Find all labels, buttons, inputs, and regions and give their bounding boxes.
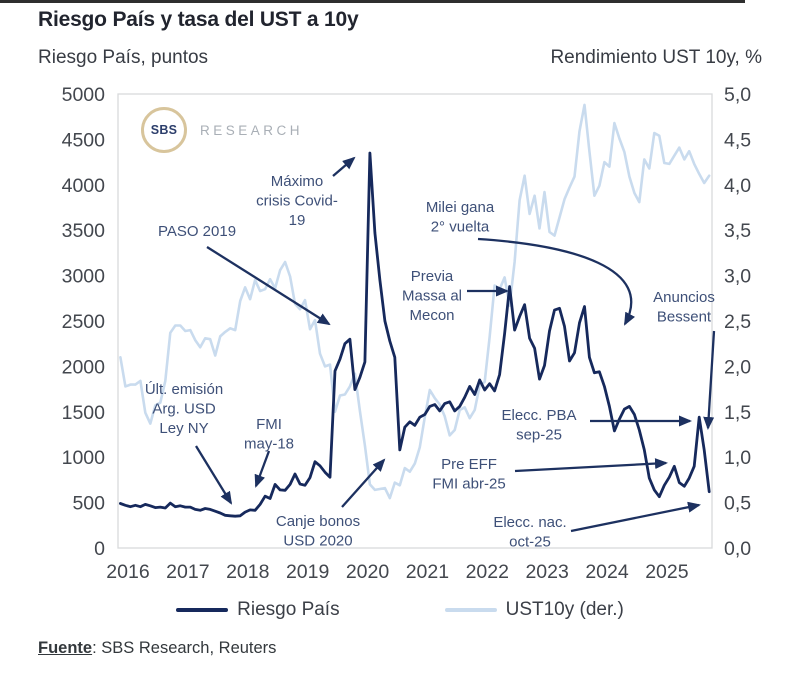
pre-eff-label: Pre EFF xyxy=(441,456,497,473)
y-left-tick-label: 500 xyxy=(72,493,105,515)
chart-legend: Riesgo País UST10y (der.) xyxy=(0,599,800,621)
ust10y-line xyxy=(119,103,711,500)
ult-emision-label: Ley NY xyxy=(159,420,208,437)
x-tick-label: 2019 xyxy=(286,561,329,583)
y-left-tick-label: 5000 xyxy=(62,84,106,106)
milei-gana-arrow xyxy=(477,237,636,326)
maximo-covid-arrow xyxy=(332,156,356,177)
elecc-nac-arrow xyxy=(570,501,701,533)
axis-titles-row: Riesgo País, puntos Rendimiento UST 10y,… xyxy=(38,47,762,69)
source-text: : SBS Research, Reuters xyxy=(92,639,277,657)
page-title: Riesgo País y tasa del UST a 10y xyxy=(38,8,359,31)
pre-eff-arrow xyxy=(514,458,668,473)
x-tick-label: 2023 xyxy=(525,561,568,583)
y-right-tick-label: 3,0 xyxy=(724,266,751,288)
left-axis-title: Riesgo País, puntos xyxy=(38,47,209,68)
legend-label-ust10y: UST10y (der.) xyxy=(505,599,624,620)
previa-massa-label: Massa al xyxy=(402,288,462,305)
source-note: Fuente: SBS Research, Reuters xyxy=(38,639,276,658)
y-left-tick-label: 4500 xyxy=(62,129,106,151)
window-top-edge xyxy=(0,0,745,3)
ult-emision-label: Últ. emisión xyxy=(145,381,223,398)
elecc-nac-label: Elecc. nac. xyxy=(493,514,566,531)
x-tick-label: 2022 xyxy=(466,561,509,583)
y-left-tick-label: 2000 xyxy=(62,356,106,378)
canje-bonos-label: Canje bonos xyxy=(276,513,360,530)
x-tick-label: 2021 xyxy=(406,561,449,583)
legend-item-riesgo-pais: Riesgo País xyxy=(176,599,340,621)
anuncios-bessent-label: Bessent xyxy=(657,309,712,326)
maximo-covid-label: Máximo xyxy=(271,173,324,190)
elecc-pba-label: sep-25 xyxy=(516,427,562,444)
ust10y-line-swatch xyxy=(444,608,497,612)
legend-label-riesgo-pais: Riesgo País xyxy=(237,599,340,620)
y-right-tick-label: 4,5 xyxy=(724,129,751,151)
elecc-pba-label: Elecc. PBA xyxy=(501,407,576,424)
y-left-tick-label: 3000 xyxy=(62,266,106,288)
y-right-tick-label: 3,5 xyxy=(724,220,751,242)
y-right-tick-label: 5,0 xyxy=(724,84,751,106)
x-tick-label: 2017 xyxy=(166,561,209,583)
y-left-tick-label: 3500 xyxy=(62,220,106,242)
paso-2019-label: PASO 2019 xyxy=(158,223,236,240)
riesgo-pais-line xyxy=(119,151,711,518)
milei-gana-label: 2° vuelta xyxy=(431,219,490,236)
y-right-tick-label: 0,5 xyxy=(724,493,751,515)
previa-massa-label: Previa xyxy=(411,268,454,285)
ult-emision-label: Arg. USD xyxy=(152,401,216,418)
sbs-research-watermark: SBS RESEARCH xyxy=(141,107,303,153)
elecc-nac-label: oct-25 xyxy=(509,534,551,551)
riesgo-pais-line-swatch xyxy=(176,608,229,612)
milei-gana-label: Milei gana xyxy=(426,199,495,216)
y-right-tick-label: 2,0 xyxy=(724,356,751,378)
sbs-logo-icon: SBS xyxy=(141,107,187,153)
ult-emision-arrow xyxy=(195,445,233,505)
fmi-may18-label: may-18 xyxy=(244,436,294,453)
anuncios-bessent-arrow xyxy=(703,330,716,430)
y-right-tick-label: 4,0 xyxy=(724,175,751,197)
y-left-tick-label: 2500 xyxy=(62,311,106,333)
y-right-tick-label: 2,5 xyxy=(724,311,751,333)
research-label: RESEARCH xyxy=(200,122,304,138)
x-tick-label: 2024 xyxy=(585,561,629,583)
x-tick-label: 2020 xyxy=(346,561,390,583)
maximo-covid-label: crisis Covid- xyxy=(256,193,338,210)
pre-eff-label: FMI abr-25 xyxy=(432,476,505,493)
fmi-may18-arrow xyxy=(254,450,271,488)
legend-item-ust10y: UST10y (der.) xyxy=(444,599,624,621)
x-tick-label: 2016 xyxy=(106,561,149,583)
y-left-tick-label: 4000 xyxy=(62,175,106,197)
x-tick-label: 2025 xyxy=(645,561,689,583)
right-axis-title: Rendimiento UST 10y, % xyxy=(550,47,762,68)
y-right-tick-label: 0,0 xyxy=(724,538,751,560)
x-tick-label: 2018 xyxy=(226,561,269,583)
fmi-may18-label: FMI xyxy=(256,416,282,433)
maximo-covid-label: 19 xyxy=(289,212,306,229)
paso-2019-arrow xyxy=(206,246,331,326)
previa-massa-label: Mecon xyxy=(409,307,454,324)
plot-frame xyxy=(117,93,713,549)
canje-bonos-label: USD 2020 xyxy=(283,533,352,550)
y-left-tick-label: 0 xyxy=(94,538,105,560)
y-right-tick-label: 1,5 xyxy=(724,402,751,424)
y-left-tick-label: 1500 xyxy=(62,402,106,424)
canje-bonos-arrow xyxy=(341,458,386,508)
anuncios-bessent-label: Anuncios xyxy=(653,289,715,306)
y-left-tick-label: 1000 xyxy=(62,447,106,469)
source-prefix: Fuente xyxy=(38,639,93,657)
y-right-tick-label: 1,0 xyxy=(724,447,751,469)
